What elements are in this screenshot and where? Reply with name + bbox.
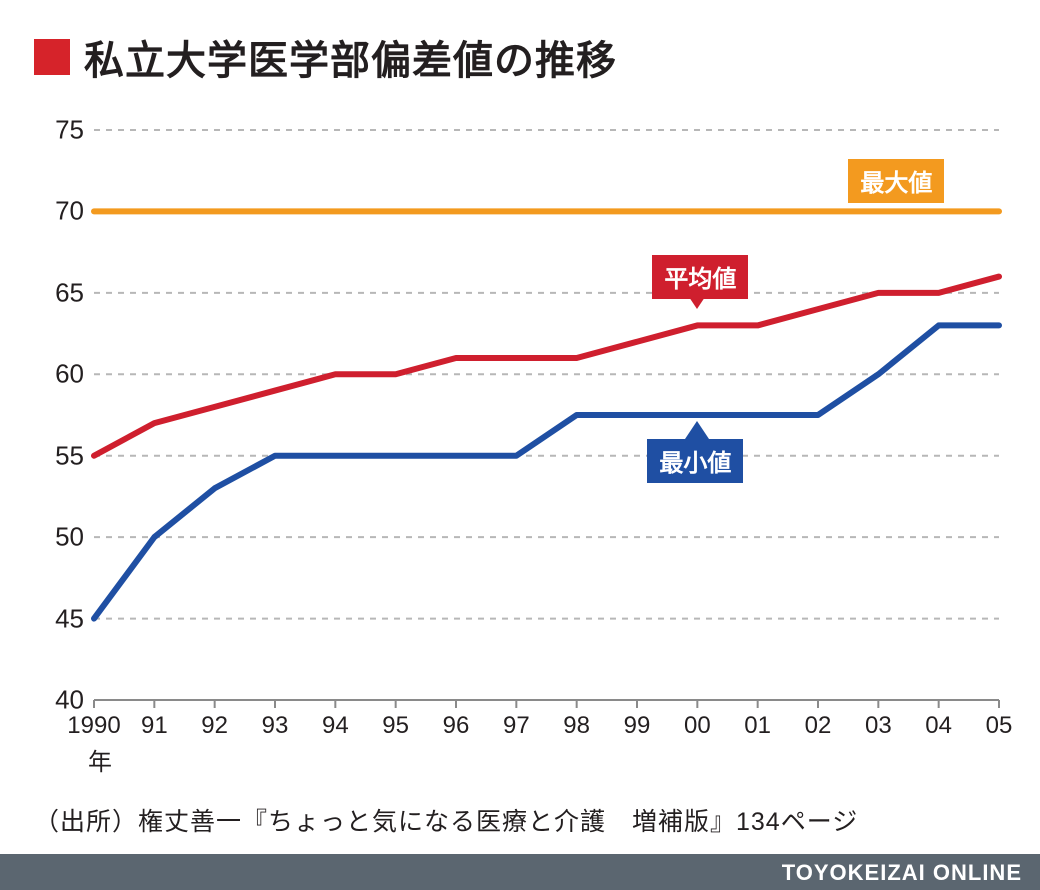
x-tick-label: 00 — [684, 712, 711, 740]
line-chart-svg — [34, 120, 1006, 760]
chart-title: 私立大学医学部偏差値の推移 — [84, 28, 617, 86]
x-tick-label: 93 — [262, 712, 289, 740]
x-tick-label: 96 — [443, 712, 470, 740]
source-citation: （出所）権丈善一『ちょっと気になる医療と介護 増補版』134ページ — [34, 802, 858, 838]
x-tick-label: 04 — [925, 712, 952, 740]
x-tick-label: 91 — [141, 712, 168, 740]
x-tick-label: 95 — [382, 712, 409, 740]
y-tick-label: 65 — [34, 277, 84, 308]
x-tick-label: 05 — [986, 712, 1013, 740]
x-tick-label: 02 — [805, 712, 832, 740]
x-tick-label: 01 — [744, 712, 771, 740]
legend-max: 最大値 — [848, 159, 944, 203]
x-tick-label: 99 — [624, 712, 651, 740]
y-tick-label: 75 — [34, 115, 84, 146]
chart-area: 4045505560657075199091929394959697989900… — [34, 120, 1006, 760]
footer-brand: TOYOKEIZAI ONLINE — [782, 860, 1022, 886]
x-tick-label: 92 — [201, 712, 228, 740]
y-tick-label: 45 — [34, 603, 84, 634]
y-tick-label: 50 — [34, 522, 84, 553]
x-tick-label: 1990 — [67, 712, 120, 740]
x-axis-unit: 年 — [88, 742, 112, 777]
x-tick-label: 94 — [322, 712, 349, 740]
x-tick-label: 98 — [563, 712, 590, 740]
title-square-icon — [34, 39, 70, 75]
chart-title-row: 私立大学医学部偏差値の推移 — [0, 0, 1040, 86]
legend-min-pointer — [685, 421, 709, 439]
legend-avg-pointer — [685, 291, 709, 309]
y-tick-label: 40 — [34, 685, 84, 716]
y-tick-label: 70 — [34, 196, 84, 227]
x-tick-label: 97 — [503, 712, 530, 740]
y-tick-label: 55 — [34, 440, 84, 471]
legend-min: 最小値 — [647, 439, 743, 483]
y-tick-label: 60 — [34, 359, 84, 390]
x-tick-label: 03 — [865, 712, 892, 740]
